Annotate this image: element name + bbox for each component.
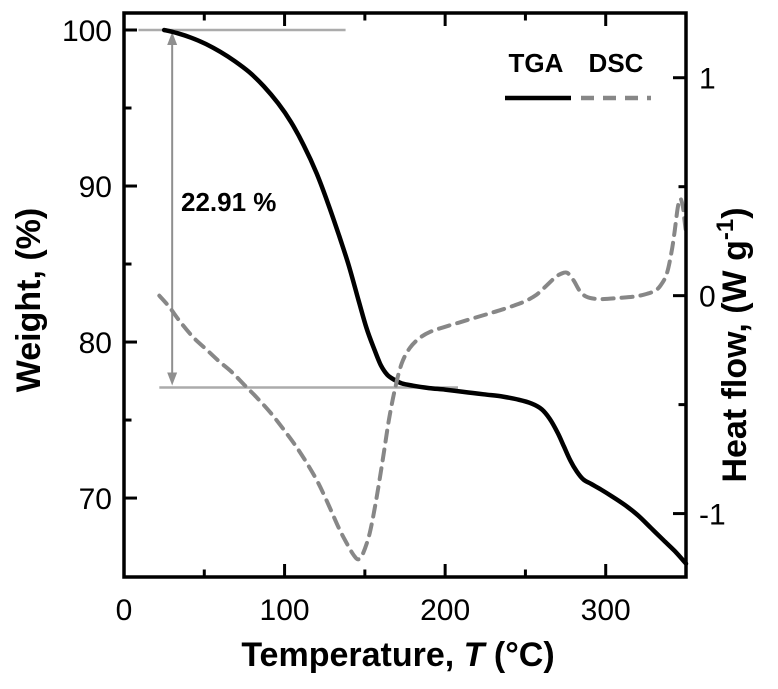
curves-group <box>157 27 689 566</box>
x-axis-title: Temperature, T (°C) <box>241 636 554 674</box>
x-tick-label: 0 <box>116 594 133 627</box>
dsc-curve <box>157 196 688 562</box>
mass-loss-label: 22.91 % <box>181 187 276 217</box>
tga-curve <box>161 27 689 566</box>
arrow-head-up <box>167 32 178 46</box>
legend: TGA DSC <box>505 48 651 101</box>
legend-dsc-label: DSC <box>589 48 644 78</box>
tick-labels-group: 0 100 200 300 100 90 80 70 1 0 -1 <box>62 15 726 627</box>
right-y-tick-label: -1 <box>699 499 726 532</box>
right-y-tick-label: 0 <box>699 281 716 314</box>
left-y-tick-label: 90 <box>79 171 112 204</box>
left-y-tick-label: 70 <box>79 483 112 516</box>
right-y-axis-title: Heat flow, (W g-1) <box>712 207 754 482</box>
left-y-axis-title: Weight, (%) <box>10 208 48 392</box>
legend-tga-label: TGA <box>509 48 564 78</box>
arrow-head-down <box>167 372 178 386</box>
left-y-tick-label: 100 <box>62 15 112 48</box>
x-tick-label: 100 <box>260 594 310 627</box>
x-tick-label: 200 <box>420 594 470 627</box>
right-y-tick-label: 1 <box>699 63 716 96</box>
left-y-tick-label: 80 <box>79 327 112 360</box>
plot-frame-group <box>122 11 688 579</box>
x-tick-label: 300 <box>581 594 631 627</box>
axis-titles: Temperature, T (°C) Weight, (%) Heat flo… <box>10 207 754 674</box>
